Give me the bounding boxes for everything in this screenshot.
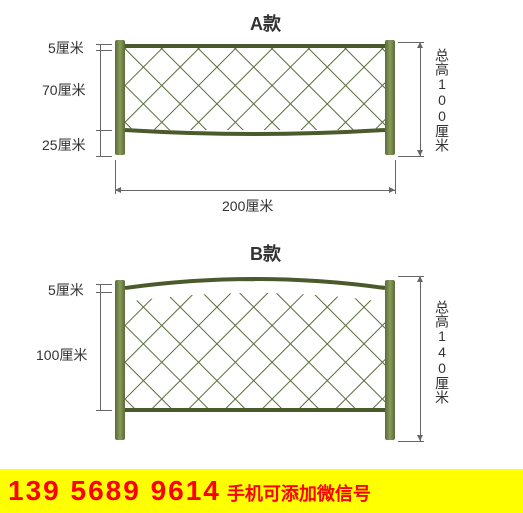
b-tick3 [96,410,112,411]
model-a-title: A款 [250,10,281,36]
a-dim-total: 总高100厘米 [432,48,452,152]
wechat-note: 手机可添加微信号 [227,480,371,506]
fence-b-lattice [125,288,385,408]
b-tick1 [96,284,112,285]
b-total-line [420,276,421,441]
a-total-line [420,42,421,156]
fence-b-post-left [115,280,125,440]
a-total-ext-t [398,42,424,43]
a-tick4 [96,156,112,157]
a-width-ext-l [115,160,116,194]
a-width-line [115,190,395,191]
a-dim-lattice-h: 70厘米 [42,80,86,100]
a-dim-top-rail: 5厘米 [48,38,84,58]
fence-a-post-right [385,40,395,155]
model-b-title: B款 [250,240,281,266]
a-tick1 [96,44,112,45]
a-dim-ground: 25厘米 [42,135,86,155]
b-dim-top-rail: 5厘米 [48,280,84,300]
fence-a [115,40,395,190]
b-dim-line-left [100,284,101,410]
b-total-ext-t [398,276,424,277]
b-dim-total: 总高140厘米 [432,300,452,404]
fence-b [115,270,395,445]
a-tick2 [96,50,112,51]
contact-strip: 139 5689 9614 手机可添加微信号 [0,469,523,513]
fence-b-bottom-rail [125,408,385,412]
a-total-ext-b [398,156,424,157]
a-width-ext-r [395,160,396,194]
fence-b-post-right [385,280,395,440]
phone-number: 139 5689 9614 [8,475,221,507]
b-tick2 [96,292,112,293]
b-total-ext-b [398,441,424,442]
a-dim-width: 200厘米 [222,196,273,216]
b-dim-lattice-h: 100厘米 [36,345,87,365]
a-dim-line-left [100,44,101,156]
fence-a-lattice [125,48,385,130]
a-tick3 [96,130,112,131]
fence-a-post-left [115,40,125,155]
